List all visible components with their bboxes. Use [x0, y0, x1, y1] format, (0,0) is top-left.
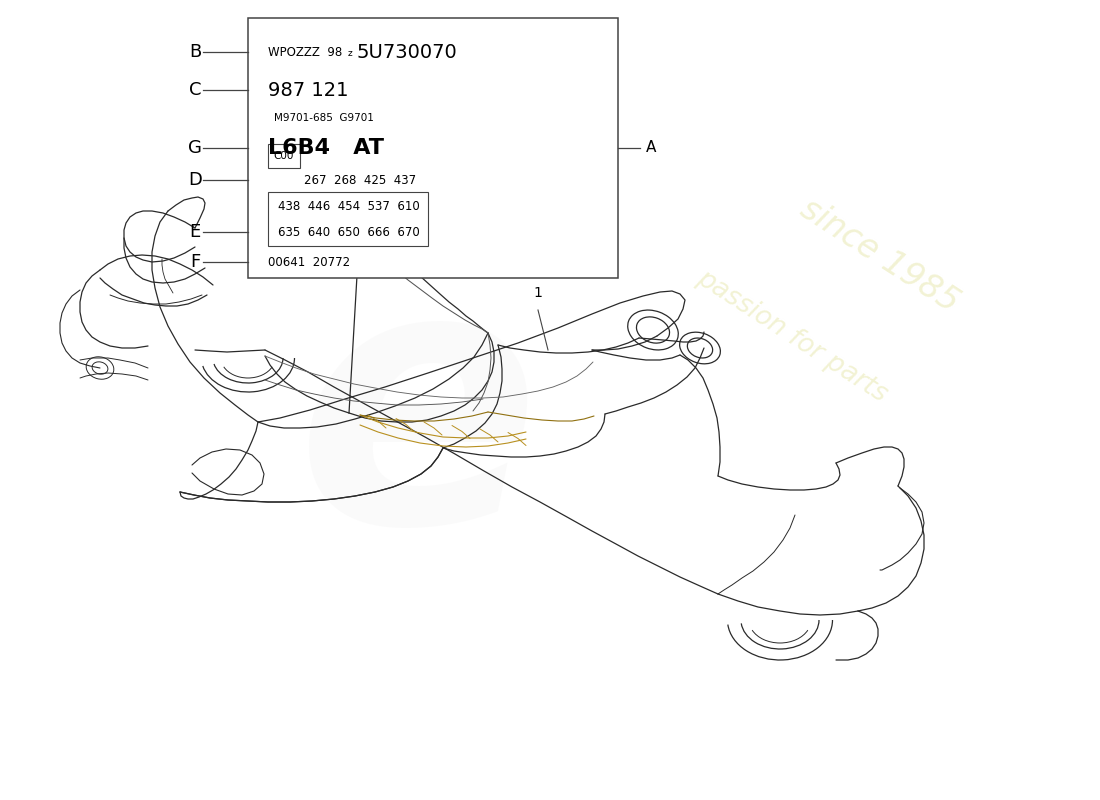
Text: 00641  20772: 00641 20772	[268, 255, 350, 269]
Text: passion for parts: passion for parts	[692, 265, 892, 407]
Text: 5U730070: 5U730070	[356, 42, 456, 62]
Text: 438  446  454  537  610: 438 446 454 537 610	[278, 199, 420, 213]
Text: D: D	[188, 171, 202, 189]
Text: C: C	[189, 81, 201, 99]
Text: 635  640  650  666  670: 635 640 650 666 670	[278, 226, 420, 238]
Text: E: E	[189, 223, 200, 241]
Text: 987 121: 987 121	[268, 81, 349, 99]
Text: B: B	[189, 43, 201, 61]
Bar	[268, 192, 428, 246]
Text: 1: 1	[534, 286, 542, 300]
Text: since 1985: since 1985	[794, 193, 966, 319]
Text: M9701-685  G9701: M9701-685 G9701	[274, 113, 374, 123]
Text: WPOZZZ  98: WPOZZZ 98	[268, 46, 342, 58]
Text: F: F	[190, 253, 200, 271]
Text: G: G	[188, 139, 202, 157]
Text: 267  268  425  437: 267 268 425 437	[304, 174, 416, 186]
Text: C00: C00	[274, 151, 294, 161]
Text: e: e	[296, 250, 540, 598]
Text: z: z	[348, 50, 353, 58]
Text: L6B4   AT: L6B4 AT	[268, 138, 384, 158]
Bar	[268, 144, 300, 168]
Bar	[248, 18, 618, 278]
Text: A: A	[646, 141, 657, 155]
